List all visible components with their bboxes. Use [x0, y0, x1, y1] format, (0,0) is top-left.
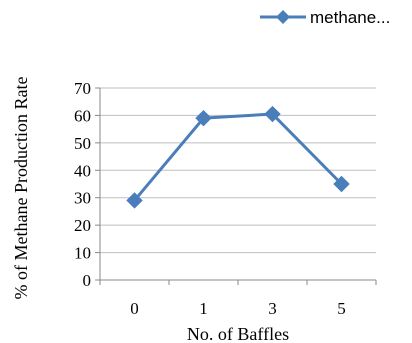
y-tick-label-20: 20: [74, 216, 91, 235]
y-tick-label-40: 40: [74, 161, 91, 180]
axes: [95, 87, 377, 285]
x-tick-label-0: 0: [130, 299, 139, 318]
legend-diamond-marker-icon: [276, 10, 290, 24]
y-tick-label-50: 50: [74, 134, 91, 153]
gridlines: [100, 87, 376, 254]
y-axis-title: % of Methane Production Rate: [11, 77, 31, 300]
series-line-methane: [133, 112, 343, 202]
x-axis-title: No. of Baffles: [187, 324, 289, 343]
x-tick-label-3: 3: [268, 299, 277, 318]
y-tick-label-70: 70: [74, 79, 91, 98]
data-point-1: [195, 109, 212, 127]
x-tick-label-5: 5: [337, 299, 346, 318]
x-tick-label-1: 1: [199, 299, 208, 318]
data-point-3: [264, 105, 281, 123]
tick-labels: 0 10 20 30 40 50 60 70 0 1 3 5: [74, 79, 346, 318]
legend: methane...: [260, 8, 390, 27]
y-tick-label-0: 0: [83, 271, 92, 290]
legend-label-methane: methane...: [310, 8, 390, 27]
data-point-5: [333, 175, 350, 193]
y-tick-label-60: 60: [74, 106, 91, 125]
y-tick-label-30: 30: [74, 189, 91, 208]
data-point-0: [126, 192, 143, 209]
y-tick-label-10: 10: [74, 244, 91, 263]
series-methane: [126, 105, 350, 209]
